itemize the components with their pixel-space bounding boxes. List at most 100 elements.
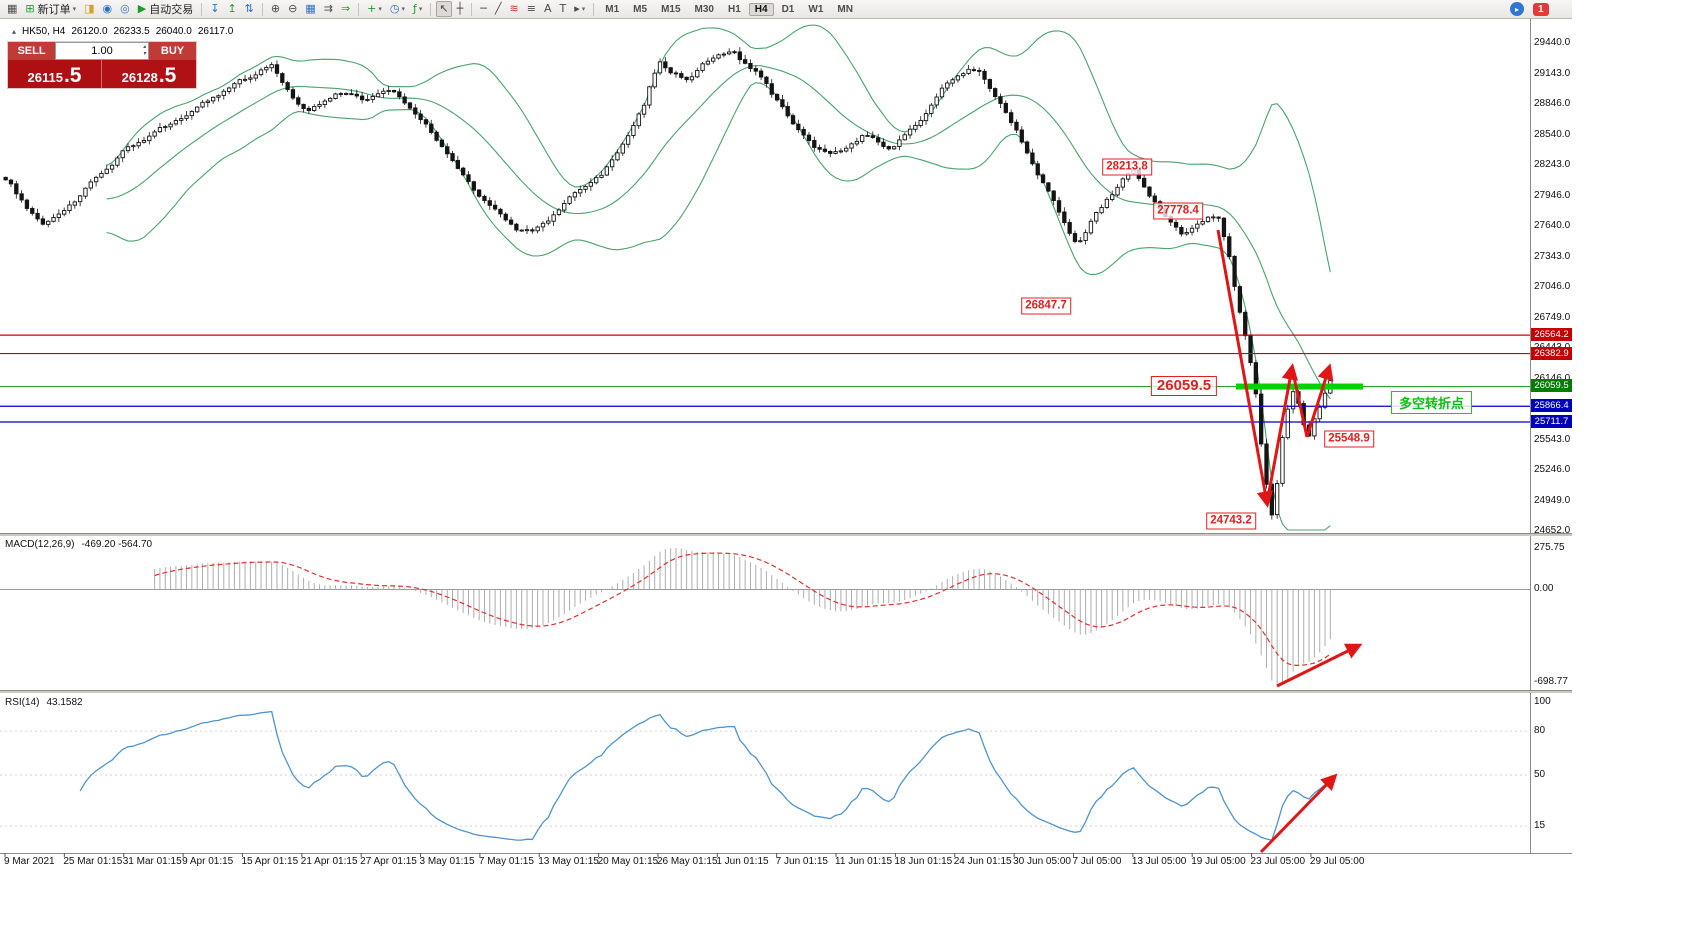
timeframe-mn[interactable]: MN	[837, 3, 853, 15]
price-annotation[interactable]: 26059.5	[1150, 376, 1218, 396]
order-levels-icon[interactable]: ↧	[210, 2, 220, 15]
turning-point-label[interactable]: 多空转折点	[1391, 391, 1473, 414]
buy-price-button[interactable]: 26128 .5	[102, 60, 196, 88]
timeframe-m5[interactable]: M5	[633, 3, 648, 15]
trend-arrow[interactable]	[1305, 363, 1334, 438]
indicators-icon[interactable]: ƒ ▾	[413, 2, 423, 15]
toolbar-separator	[201, 2, 203, 16]
chart-shift-icon[interactable]: ⇉	[323, 2, 333, 15]
autotrading-button[interactable]: ▶ 自动交易	[137, 2, 194, 16]
time-axis-label: 15 Apr 01:15	[241, 856, 299, 867]
window-icon[interactable]: ▦	[7, 2, 18, 15]
spinner-up-icon[interactable]: ▴	[142, 44, 146, 50]
trend-arrow[interactable]	[1265, 363, 1299, 504]
timeframe-d1[interactable]: D1	[781, 3, 795, 15]
bollinger-bands-layer	[106, 24, 1331, 531]
trend-arrow[interactable]	[1216, 229, 1274, 508]
crosshair-icon[interactable]: ┼	[456, 2, 464, 15]
tile-windows-icon[interactable]: ▦	[305, 2, 316, 15]
price-axis-label: 27946.0	[1534, 189, 1571, 201]
price-axis-label: 27343.0	[1534, 250, 1571, 262]
trend-arrow[interactable]	[1290, 367, 1309, 438]
new-order-button[interactable]: ⊞ 新订单 ▾	[25, 2, 77, 16]
price-axis-label: 28846.0	[1534, 98, 1571, 109]
price-annotation[interactable]: 24743.2	[1206, 512, 1256, 530]
text-icon[interactable]: A	[543, 2, 552, 15]
cursor-icon[interactable]: ↖	[436, 1, 452, 17]
rsi-arrow[interactable]	[1259, 773, 1338, 854]
timeframe-w1[interactable]: W1	[808, 3, 824, 15]
chart-sort-icon[interactable]: ⇅	[244, 2, 254, 15]
price-axis-label: 24652.0	[1534, 525, 1571, 536]
chart-symbol-icon: ▴	[12, 27, 17, 36]
time-axis-label: 13 Jul 05:00	[1131, 856, 1187, 867]
trade-history-icon[interactable]: ↥	[227, 2, 237, 15]
sell-price-button[interactable]: 26115 .5	[8, 60, 102, 88]
price-annotation[interactable]: 25548.9	[1324, 430, 1374, 448]
time-axis-label: 31 Mar 01:15	[122, 856, 182, 867]
zoom-out-icon[interactable]: ⊖	[288, 2, 298, 15]
time-axis-label: 26 May 01:15	[656, 856, 718, 867]
timeframe-m1[interactable]: M1	[605, 3, 620, 15]
periods-icon[interactable]: ◷ ▾	[389, 2, 406, 15]
highlight-zone[interactable]	[1236, 383, 1363, 390]
time-axis-label: 25 Mar 01:15	[63, 856, 123, 867]
arrows-tool-icon[interactable]: ▸ ▾	[574, 2, 586, 15]
price-annotation[interactable]: 28213.8	[1102, 158, 1152, 176]
navigator-icon[interactable]: ◎	[120, 2, 130, 15]
label-icon[interactable]: T	[559, 2, 567, 15]
arrows-layer	[1216, 229, 1363, 854]
pane-splitter[interactable]	[0, 690, 1572, 693]
price-tag: 25711.7	[1531, 415, 1572, 428]
price-axis-label: 29440.0	[1534, 37, 1571, 48]
timeframe-m15[interactable]: M15	[661, 3, 681, 15]
time-axis-label: 7 May 01:15	[478, 856, 534, 867]
timeframe-h4[interactable]: H4	[748, 2, 774, 16]
market-watch-icon[interactable]: ◉	[102, 2, 113, 15]
time-axis-label: 29 Jul 05:00	[1309, 856, 1365, 867]
macd-arrow[interactable]	[1276, 643, 1363, 688]
fibonacci-icon[interactable]: ≋	[509, 2, 519, 15]
time-axis-label: 9 Mar 2021	[4, 856, 55, 867]
buy-button[interactable]: BUY	[149, 42, 196, 60]
buy-price: 26128	[121, 70, 158, 85]
chart-canvas[interactable]	[0, 0, 1572, 942]
terminal-window: ▦ ⊞ 新订单 ▾ ◨ ◉ ◎ ▶ 自动交易 ↧ ↥ ⇅ ⊕ ⊖ ▦ ⇉ ⇒ + ▾ ◷ ▾ ƒ ▾ ↖ ┼ ─ ╱ ≋ ≡ A T ▸ ▾ M1…	[0, 0, 1572, 942]
pane-splitter[interactable]	[0, 533, 1572, 536]
time-axis-label: 27 Apr 01:15	[360, 856, 417, 867]
timeframe-h1[interactable]: H1	[727, 3, 741, 15]
macd-values: -469.20 -564.70	[81, 539, 153, 550]
time-axis-label: 30 Jun 05:00	[1013, 856, 1071, 867]
volume-spinner[interactable]: ▴ ▾	[143, 44, 146, 58]
chart-profile-icon[interactable]: ◨	[84, 2, 95, 15]
spinner-down-icon[interactable]: ▾	[142, 51, 146, 57]
zoom-in-icon[interactable]: ⊕	[270, 2, 281, 15]
alerts-icon[interactable]: ▸	[1510, 2, 1524, 16]
price-axis-label: 26146.0	[1534, 372, 1571, 384]
rsi-axis-label: 50	[1534, 769, 1546, 780]
price-annotation[interactable]: 26847.7	[1021, 297, 1071, 315]
sell-button[interactable]: SELL	[8, 42, 55, 60]
trendline-icon[interactable]: ╱	[494, 2, 502, 15]
time-axis-label: 7 Jul 05:00	[1072, 856, 1122, 867]
timeframe-m30[interactable]: M30	[694, 3, 714, 15]
rsi-name: RSI(14)	[5, 697, 40, 708]
toolbar: ▦ ⊞ 新订单 ▾ ◨ ◉ ◎ ▶ 自动交易 ↧ ↥ ⇅ ⊕ ⊖ ▦ ⇉ ⇒ + ▾ ◷ ▾ ƒ ▾ ↖ ┼ ─ ╱ ≋ ≡ A T ▸ ▾ M1…	[0, 0, 1572, 19]
price-axis-label: 27640.0	[1534, 220, 1571, 231]
notification-badge[interactable]: 1	[1533, 2, 1549, 16]
price-annotation[interactable]: 27778.4	[1153, 202, 1203, 220]
new-chart-icon[interactable]: + ▾	[367, 2, 382, 15]
sell-price-fraction: .5	[63, 64, 82, 87]
price-axis-label: 27046.0	[1534, 281, 1571, 292]
time-axis-label: 23 Jul 05:00	[1250, 856, 1306, 867]
time-axis-label: 19 Jul 05:00	[1191, 856, 1246, 867]
volume-field[interactable]: 1.00 ▴ ▾	[55, 42, 149, 60]
price-tag: 25866.4	[1531, 399, 1572, 412]
shapes-icon[interactable]: ≡	[526, 2, 536, 15]
macd-label: MACD(12,26,9) -469.20 -564.70	[5, 539, 152, 550]
price-axis-label: 26749.0	[1534, 311, 1571, 323]
chart-autoscroll-icon[interactable]: ⇒	[340, 2, 351, 15]
horizontal-line-icon[interactable]: ─	[480, 2, 487, 15]
price-tag: 26059.5	[1531, 379, 1572, 392]
